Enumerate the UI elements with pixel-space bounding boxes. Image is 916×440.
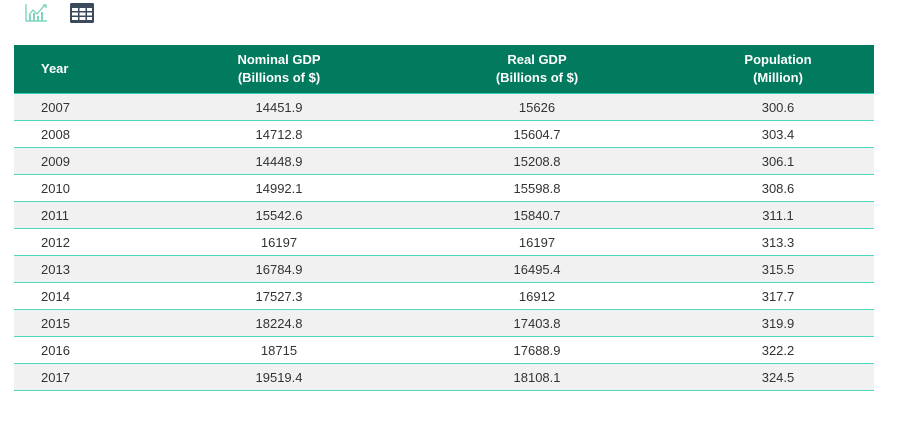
cell-nominal-gdp: 18224.8	[166, 309, 392, 337]
cell-year: 2011	[14, 201, 166, 229]
table-body: 2007 14451.9 15626 300.6 2008 14712.8 15604.7 3…	[14, 93, 874, 391]
cell-real-gdp: 15208.8	[392, 147, 682, 175]
column-header-real-gdp[interactable]: Real GDP (Billions of $)	[392, 45, 682, 94]
cell-real-gdp: 16912	[392, 282, 682, 310]
cell-year: 2017	[14, 363, 166, 391]
table-row: 2013 16784.9 16495.4 315.5	[14, 255, 874, 283]
cell-real-gdp: 16197	[392, 228, 682, 256]
cell-population: 315.5	[682, 255, 874, 283]
cell-population: 317.7	[682, 282, 874, 310]
table-grid-icon	[69, 2, 95, 29]
column-header-label: Population	[744, 52, 812, 67]
cell-year: 2016	[14, 336, 166, 364]
column-header-unit: (Billions of $)	[237, 70, 321, 85]
cell-real-gdp: 17688.9	[392, 336, 682, 364]
column-header-label: Nominal GDP	[237, 52, 321, 67]
table-row: 2012 16197 16197 313.3	[14, 228, 874, 256]
cell-year: 2014	[14, 282, 166, 310]
cell-nominal-gdp: 15542.6	[166, 201, 392, 229]
cell-population: 308.6	[682, 174, 874, 202]
table-row: 2010 14992.1 15598.8 308.6	[14, 174, 874, 202]
column-header-unit: (Million)	[753, 70, 803, 85]
cell-nominal-gdp: 14992.1	[166, 174, 392, 202]
cell-nominal-gdp: 14448.9	[166, 147, 392, 175]
cell-year: 2013	[14, 255, 166, 283]
table-row: 2009 14448.9 15208.8 306.1	[14, 147, 874, 175]
cell-nominal-gdp: 17527.3	[166, 282, 392, 310]
column-header-unit: (Billions of $)	[495, 70, 579, 85]
cell-year: 2009	[14, 147, 166, 175]
line-chart-icon	[24, 3, 48, 28]
cell-real-gdp: 16495.4	[392, 255, 682, 283]
table-row: 2008 14712.8 15604.7 303.4	[14, 120, 874, 148]
cell-nominal-gdp: 19519.4	[166, 363, 392, 391]
table-row: 2011 15542.6 15840.7 311.1	[14, 201, 874, 229]
table-row: 2007 14451.9 15626 300.6	[14, 93, 874, 121]
column-header-year[interactable]: Year	[14, 45, 166, 94]
cell-real-gdp: 15840.7	[392, 201, 682, 229]
cell-year: 2015	[14, 309, 166, 337]
cell-year: 2012	[14, 228, 166, 256]
cell-nominal-gdp: 14712.8	[166, 120, 392, 148]
cell-population: 319.9	[682, 309, 874, 337]
cell-nominal-gdp: 14451.9	[166, 93, 392, 121]
cell-real-gdp: 15604.7	[392, 120, 682, 148]
cell-real-gdp: 15626	[392, 93, 682, 121]
table-view-button[interactable]	[68, 2, 96, 29]
table-row: 2015 18224.8 17403.8 319.9	[14, 309, 874, 337]
cell-nominal-gdp: 16197	[166, 228, 392, 256]
column-header-label: Year	[41, 61, 69, 76]
column-header-label: Real GDP	[507, 52, 567, 67]
cell-nominal-gdp: 16784.9	[166, 255, 392, 283]
cell-year: 2008	[14, 120, 166, 148]
gdp-data-table: Year Nominal GDP (Billions of $) Real GD…	[14, 45, 874, 391]
cell-year: 2010	[14, 174, 166, 202]
table-row: 2017 19519.4 18108.1 324.5	[14, 363, 874, 391]
cell-year: 2007	[14, 93, 166, 121]
cell-population: 306.1	[682, 147, 874, 175]
column-header-population[interactable]: Population (Million)	[682, 45, 874, 94]
cell-real-gdp: 17403.8	[392, 309, 682, 337]
view-toolbar	[22, 2, 96, 29]
cell-population: 324.5	[682, 363, 874, 391]
table-row: 2016 18715 17688.9 322.2	[14, 336, 874, 364]
cell-population: 322.2	[682, 336, 874, 364]
cell-nominal-gdp: 18715	[166, 336, 392, 364]
cell-population: 303.4	[682, 120, 874, 148]
column-header-nominal-gdp[interactable]: Nominal GDP (Billions of $)	[166, 45, 392, 94]
cell-population: 313.3	[682, 228, 874, 256]
chart-view-button[interactable]	[22, 3, 50, 27]
cell-real-gdp: 18108.1	[392, 363, 682, 391]
cell-population: 311.1	[682, 201, 874, 229]
table-header-row: Year Nominal GDP (Billions of $) Real GD…	[14, 45, 874, 94]
cell-population: 300.6	[682, 93, 874, 121]
table-row: 2014 17527.3 16912 317.7	[14, 282, 874, 310]
cell-real-gdp: 15598.8	[392, 174, 682, 202]
